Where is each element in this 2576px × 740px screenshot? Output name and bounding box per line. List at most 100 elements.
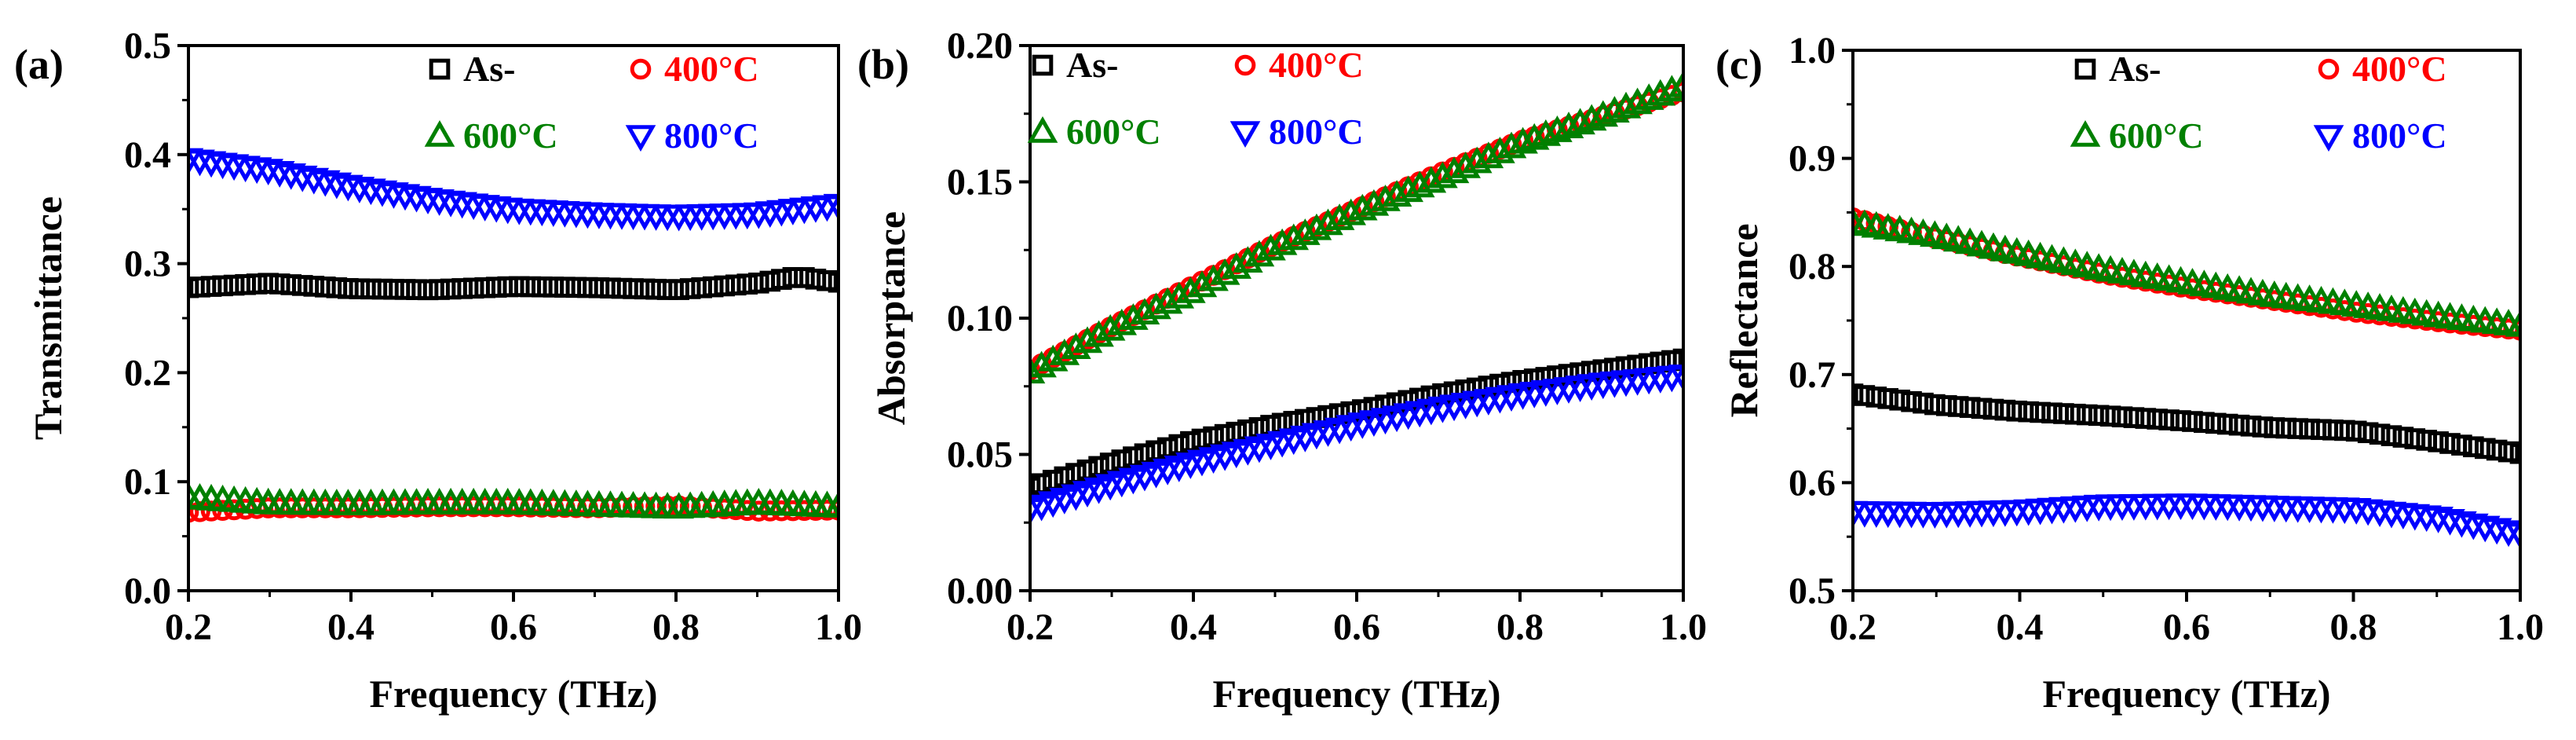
data-point <box>2135 408 2157 429</box>
data-point <box>1278 223 1310 251</box>
x-axis-label: Frequency (THz) <box>2042 672 2330 716</box>
data-point <box>2111 406 2133 427</box>
data-point <box>645 278 667 300</box>
data-point <box>280 274 302 295</box>
legend-item: 400°C <box>2318 49 2447 89</box>
y-tick-label: 0.8 <box>1789 246 1836 288</box>
data-point <box>1029 350 1057 378</box>
data-point <box>1072 326 1103 354</box>
legend-marker <box>429 58 451 80</box>
y-tick-label: 0.05 <box>947 434 1013 476</box>
data-point <box>394 279 416 300</box>
data-point <box>1037 344 1069 372</box>
legend-label: 400°C <box>2352 49 2447 89</box>
y-tick-label: 0.5 <box>124 25 171 67</box>
data-point <box>2474 438 2496 460</box>
y-tick-label: 0.7 <box>1789 354 1836 396</box>
y-tick-label: 0.9 <box>1789 138 1836 180</box>
plot-area <box>1029 71 1685 525</box>
data-point <box>2240 416 2262 437</box>
data-point <box>1358 189 1390 216</box>
data-point <box>1599 96 1630 123</box>
y-tick-label: 0.20 <box>947 25 1013 67</box>
data-point <box>1313 208 1343 236</box>
legend-label: 400°C <box>664 49 759 89</box>
data-point <box>656 279 678 300</box>
data-point <box>223 274 245 296</box>
data-point <box>485 277 507 298</box>
y-tick-label: 0.2 <box>124 352 171 394</box>
legend-marker <box>1230 121 1261 148</box>
legend-marker <box>2313 125 2344 152</box>
data-point <box>1518 123 1550 150</box>
series-4 <box>1851 493 2522 550</box>
legend-marker <box>2074 58 2096 80</box>
data-point <box>1164 281 1195 309</box>
data-point <box>1588 100 1619 127</box>
data-point <box>1485 136 1515 163</box>
data-point <box>2170 410 2191 431</box>
y-tick-label: 0.3 <box>124 244 171 285</box>
data-point <box>1301 213 1332 240</box>
legend-label: 400°C <box>1269 45 1364 85</box>
chart-panel-2: 0.2 0.4 0.6 0.8 1.0 0.00 0.05 0.10 0.15 0.20 Frequ… <box>857 25 1707 716</box>
data-point <box>462 277 484 299</box>
panel-label: (a) <box>14 41 64 88</box>
legend-marker <box>630 58 652 80</box>
y-axis-label: Absorptance <box>869 211 913 425</box>
y-tick-label: 0.0 <box>124 570 171 612</box>
data-point <box>679 278 701 299</box>
data-point <box>383 278 404 300</box>
data-point <box>2158 409 2180 430</box>
data-point <box>349 278 371 299</box>
data-point <box>1152 287 1183 314</box>
x-tick-label: 0.6 <box>2163 606 2210 648</box>
data-point <box>2216 413 2238 435</box>
x-tick-label: 1.0 <box>1660 606 1707 648</box>
data-point <box>1473 141 1504 169</box>
data-point <box>338 277 359 299</box>
legend-item: 600°C <box>2070 115 2204 156</box>
data-point <box>532 276 553 298</box>
data-point <box>2006 400 2028 422</box>
data-point <box>429 279 450 300</box>
legend-item: 800°C <box>1230 112 1364 152</box>
data-point <box>543 277 565 298</box>
data-point <box>1129 298 1160 325</box>
data-point <box>600 277 621 299</box>
data-point <box>315 277 336 298</box>
data-point <box>1461 146 1493 174</box>
y-tick-label: 1.0 <box>1789 30 1836 71</box>
panel-label: (c) <box>1716 41 1763 88</box>
data-point <box>2451 434 2472 456</box>
data-point <box>1083 320 1114 347</box>
data-point <box>2252 416 2274 438</box>
data-point <box>1622 87 1653 115</box>
data-point <box>2041 402 2063 424</box>
panel-label: (b) <box>857 41 909 88</box>
data-point <box>2439 433 2461 454</box>
data-point <box>1971 397 1993 419</box>
data-point <box>303 276 325 297</box>
series-1 <box>1851 383 2522 464</box>
data-point <box>2334 419 2355 441</box>
data-point <box>235 273 256 295</box>
data-point <box>1854 385 1876 406</box>
legend-item: 400°C <box>630 49 759 89</box>
legend-label: 800°C <box>1269 112 1364 152</box>
data-point <box>1924 394 1946 416</box>
chart-panel-3: 0.2 0.4 0.6 0.8 1.0 0.5 0.6 0.7 0.8 0.9 1.0 Frequen… <box>1716 30 2544 716</box>
data-point <box>2228 414 2250 436</box>
legend-label: 800°C <box>664 115 759 156</box>
y-tick-label: 0.10 <box>947 298 1013 339</box>
data-point <box>1198 264 1229 291</box>
data-point <box>2416 430 2438 451</box>
data-point <box>1959 397 1981 418</box>
legend-label: As- <box>2109 49 2161 89</box>
data-point <box>1186 270 1218 298</box>
data-point <box>817 269 838 291</box>
data-point <box>451 278 473 299</box>
x-tick-label: 0.4 <box>1997 606 2044 648</box>
x-axis-label: Frequency (THz) <box>1212 672 1500 716</box>
